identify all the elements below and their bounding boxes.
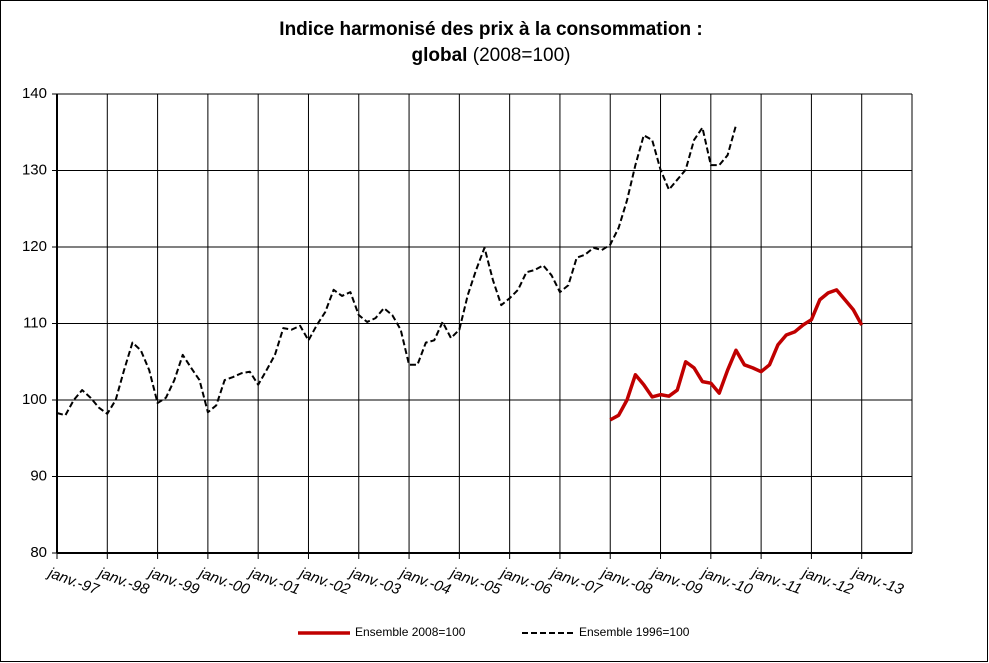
y-tick-label: 110 xyxy=(23,314,47,331)
chart-title: Indice harmonisé des prix à la consommat… xyxy=(279,19,702,40)
y-tick-label: 90 xyxy=(30,467,47,484)
y-tick-label: 140 xyxy=(22,85,47,102)
y-tick-label: 120 xyxy=(22,238,47,255)
subtitle-rest: (2008=100) xyxy=(473,45,571,66)
legend-label: Ensemble 2008=100 xyxy=(355,625,466,639)
y-tick-label: 100 xyxy=(22,391,47,408)
y-tick-label: 80 xyxy=(30,544,47,561)
subtitle-bold: global xyxy=(412,45,468,66)
legend-label: Ensemble 1996=100 xyxy=(579,625,690,639)
chart-subtitle: global (2008=100) xyxy=(412,45,571,66)
series-line xyxy=(56,125,737,417)
series-line xyxy=(609,288,864,422)
y-tick-label: 130 xyxy=(22,161,47,178)
